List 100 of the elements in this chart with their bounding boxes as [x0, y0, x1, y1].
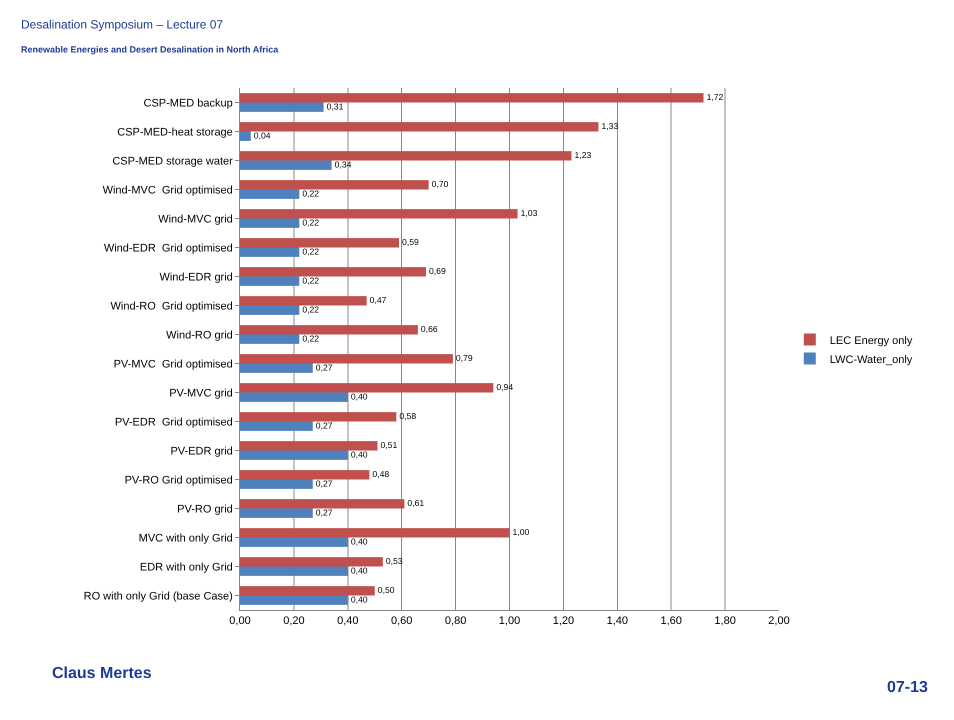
bar	[240, 248, 300, 257]
text: Desalination Symposium – Lecture 07	[20, 18, 224, 32]
bar	[240, 190, 300, 199]
text: Claus Mertes	[52, 665, 152, 682]
y-tick-label: PV-EDR Grid optimised	[114, 416, 233, 428]
data-label: 0,48	[372, 469, 390, 480]
y-tick-label: MVC with only Grid	[138, 532, 233, 544]
data-label: 0,79	[456, 353, 473, 364]
bar	[240, 412, 396, 422]
y-tick-label: PV-RO Grid optimised	[124, 474, 233, 486]
y-tick-label: PV-MVC Grid optimised	[114, 358, 233, 370]
legend-label: LWC-Water_only	[830, 354, 913, 366]
data-label: 0,22	[302, 304, 320, 315]
bar	[240, 422, 313, 431]
bar	[240, 383, 494, 392]
y-tick-label: PV-EDR grid	[170, 445, 233, 458]
bar	[240, 450, 348, 460]
bar	[240, 102, 324, 112]
data-label: 0,69	[428, 266, 446, 276]
data-label: 0,31	[326, 102, 344, 112]
legend-label: LEC Energy only	[830, 334, 913, 347]
data-label: 0,94	[496, 382, 514, 392]
x-tick-label: 1,00	[498, 615, 520, 628]
data-label: 0,34	[334, 160, 352, 170]
data-label: 0,22	[302, 334, 320, 344]
data-label: 0,22	[302, 188, 320, 199]
bar	[240, 334, 300, 344]
bar	[240, 296, 367, 306]
bar	[240, 392, 348, 402]
data-label: 0,40	[350, 450, 368, 460]
bar	[240, 180, 429, 190]
bar	[240, 122, 598, 132]
bar	[240, 93, 704, 102]
data-label: 1,00	[512, 527, 530, 538]
bar	[240, 276, 300, 286]
bar	[240, 132, 251, 141]
x-tick-label: 0,80	[444, 615, 466, 628]
x-tick-label: 1,80	[714, 615, 736, 628]
bar	[240, 238, 400, 248]
bar	[240, 209, 518, 218]
data-label: 0,27	[316, 362, 333, 373]
bar	[240, 508, 313, 518]
bar	[240, 528, 510, 538]
x-tick-label: 1,20	[552, 615, 574, 628]
x-tick-label: 0,20	[283, 615, 305, 628]
data-label: 0,51	[380, 440, 398, 450]
y-tick-label: CSP-MED-heat storage	[117, 126, 233, 138]
x-tick-label: 0,60	[390, 615, 412, 628]
bar	[240, 470, 370, 480]
y-tick-label: Wind-RO grid	[166, 329, 233, 342]
data-label: 0,40	[350, 536, 368, 547]
bar	[240, 160, 332, 170]
bar	[240, 480, 313, 489]
x-tick-label: 0,40	[337, 615, 359, 628]
x-tick-label: 0,00	[229, 615, 251, 628]
bar	[240, 218, 300, 228]
y-tick-label: CSP-MED backup	[144, 97, 233, 110]
y-tick-label: Wind-EDR grid	[159, 271, 233, 284]
data-label: 0,40	[350, 392, 368, 402]
y-tick-label: Wind-MVC Grid optimised	[102, 184, 233, 196]
x-tick-label: 2,00	[768, 615, 790, 628]
y-tick-label: Wind-RO Grid optimised	[110, 300, 233, 312]
y-tick-label: RO with only Grid (base Case)	[84, 590, 233, 602]
y-tick-label: Wind-MVC grid	[158, 213, 233, 226]
data-label: 0,50	[378, 585, 395, 596]
data-label: 0,40	[350, 594, 368, 605]
bar	[240, 596, 348, 605]
data-label: 1,03	[520, 208, 538, 218]
bar	[240, 566, 348, 576]
data-label: 1,23	[574, 150, 592, 160]
y-tick-label: CSP-MED storage water	[112, 155, 234, 168]
data-label: 1,72	[706, 92, 724, 102]
text: 07-13	[887, 679, 928, 696]
bar	[240, 557, 383, 566]
data-label: 0,27	[316, 508, 333, 518]
data-label: 0,61	[407, 498, 424, 508]
bar	[240, 364, 313, 373]
bar	[240, 354, 453, 364]
data-label: 1,33	[601, 121, 618, 132]
bar	[240, 151, 572, 160]
data-label: 0,27	[316, 478, 333, 489]
data-label: 0,40	[350, 566, 368, 576]
bar	[240, 325, 418, 334]
data-label: 0,59	[402, 237, 420, 248]
y-tick-label: Wind-EDR Grid optimised	[104, 242, 233, 254]
data-label: 0,58	[399, 411, 416, 422]
data-label: 0,04	[254, 130, 271, 141]
y-tick-label: PV-RO grid	[177, 503, 233, 516]
bar	[240, 499, 404, 508]
bar	[240, 267, 426, 276]
bar	[240, 586, 375, 596]
bar	[240, 538, 348, 547]
data-label: 0,22	[302, 246, 320, 257]
text: Renewable Energies and Desert Desalination in North Africa	[20, 44, 280, 54]
bar	[240, 306, 300, 315]
data-label: 0,66	[420, 324, 438, 334]
data-label: 0,27	[316, 420, 333, 431]
data-label: 0,53	[386, 556, 403, 566]
x-tick-label: 1,40	[606, 615, 628, 628]
y-tick-label: EDR with only Grid	[140, 561, 233, 574]
